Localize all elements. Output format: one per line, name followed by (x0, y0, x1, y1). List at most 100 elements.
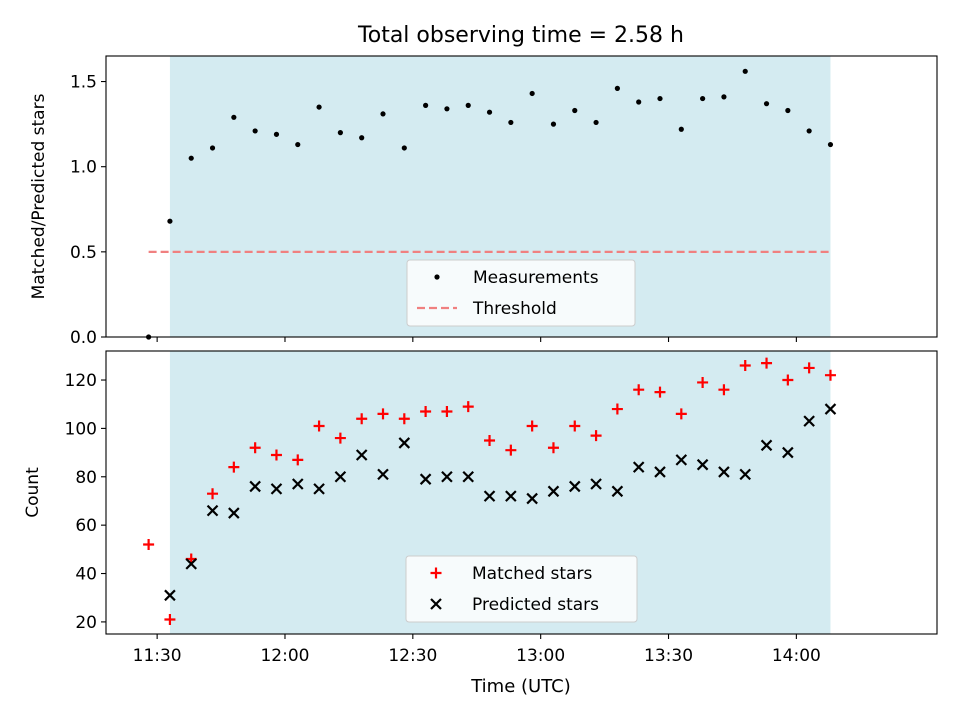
series-measurements-point (614, 85, 620, 91)
series-predicted-stars-point (696, 458, 709, 471)
series-measurements-point (486, 109, 493, 115)
series-measurements-point (508, 119, 514, 126)
series-measurements-point (401, 145, 407, 151)
series-predicted-stars-point (164, 589, 176, 602)
series-predicted-stars-point (313, 483, 325, 495)
series-predicted-stars-point (291, 478, 304, 490)
series-measurements-point (678, 126, 684, 132)
series-matched-stars-point (697, 376, 709, 388)
legend: Matched stars Predicted stars (405, 555, 638, 623)
series-matched-stars-point (633, 384, 645, 396)
series-measurements-point (593, 119, 599, 126)
series-matched-stars-point (228, 461, 240, 473)
legend-label: Predicted stars (472, 595, 599, 615)
y-axis-label: Matched/Predicted stars (29, 93, 49, 299)
series-matched-stars-point (782, 374, 794, 386)
series-predicted-stars-point (675, 454, 688, 466)
series-predicted-stars-point (547, 485, 560, 498)
series-measurements-point (763, 101, 770, 107)
legend-swatch (434, 274, 440, 280)
series-matched-stars-point (803, 362, 815, 374)
series-matched-stars-point (377, 408, 389, 420)
axes-frame (105, 55, 938, 338)
legend: Measurements Threshold (406, 259, 636, 327)
series-matched-stars-point (313, 420, 325, 432)
series-matched-stars-point (398, 413, 410, 425)
series-matched-stars-point (739, 360, 751, 372)
y-tick-label: 0.5 (70, 243, 97, 263)
series-predicted-stars-point (632, 461, 645, 473)
series-predicted-stars-point (462, 471, 475, 483)
series-matched-stars-point (526, 420, 538, 432)
chart-title: Total observing time = 2.58 h (357, 23, 684, 48)
y-tick-label: 40 (75, 565, 97, 585)
series-matched-stars-point (249, 442, 261, 454)
series-matched-stars-point (462, 401, 474, 413)
series-predicted-stars-point (590, 478, 602, 490)
series-measurements-point (827, 141, 834, 148)
series-matched-stars-point (270, 449, 282, 461)
bottom-panel: 20 40 60 80 100 120 Count 11:30 12:00 12:30 13:00 1… (23, 350, 938, 666)
series-measurements-point (209, 145, 216, 151)
legend-swatch (430, 598, 442, 610)
series-matched-stars-point (207, 488, 219, 500)
series-measurements-point (423, 102, 429, 108)
x-tick-label: 14:00 (772, 646, 821, 666)
legend-swatch (430, 567, 442, 579)
series-measurements-point (806, 128, 812, 134)
legend-label: Threshold (472, 299, 557, 319)
series-measurements-point (359, 135, 365, 141)
series-predicted-stars-point (824, 403, 837, 415)
series-predicted-stars-point (441, 471, 453, 483)
series-measurements-point (231, 114, 237, 120)
series-predicted-stars-point (739, 468, 752, 481)
series-predicted-stars-point (803, 415, 815, 427)
top-panel: 0.0 0.5 1.0 1.5 Matched/Predicted stars Measu… (29, 55, 938, 348)
series-predicted-stars-point (526, 492, 538, 505)
series-measurements-point (188, 155, 194, 161)
series-measurements-point (273, 131, 280, 137)
series-predicted-stars-point (611, 485, 624, 498)
legend-label: Measurements (473, 268, 599, 288)
series-predicted-stars-point (760, 439, 773, 452)
series-matched-stars-point (484, 434, 496, 446)
series-measurements-point (295, 141, 301, 148)
series-matched-stars-point (164, 613, 176, 625)
series-measurements-point (252, 128, 258, 134)
series-matched-stars-point (334, 432, 346, 444)
series-measurements-point (167, 218, 173, 224)
series-predicted-stars-point (782, 446, 794, 459)
series-predicted-stars-point (483, 490, 496, 502)
series-matched-stars-point (505, 444, 517, 456)
series-matched-stars-point (611, 403, 623, 415)
y-tick-label: 100 (65, 419, 97, 439)
x-tick-label: 13:30 (644, 646, 693, 666)
series-predicted-stars-point (568, 480, 581, 493)
y-tick-label: 1.0 (70, 158, 97, 178)
series-matched-stars-point (569, 420, 581, 432)
series-matched-stars-point (718, 384, 730, 396)
series-measurements-point (316, 104, 322, 110)
y-tick-label: 80 (75, 468, 97, 488)
x-tick-label: 12:30 (388, 646, 437, 666)
series-measurements-point (465, 102, 471, 108)
series-matched-stars-point (824, 369, 836, 381)
series-matched-stars-point (356, 413, 368, 425)
series-measurements-point (657, 95, 663, 102)
series-predicted-stars-point (206, 504, 219, 517)
series-matched-stars-point (654, 386, 666, 398)
series-measurements-point (529, 90, 535, 97)
x-axis-label: Time (UTC) (470, 676, 571, 697)
series-measurements-point (337, 130, 343, 136)
series-matched-stars-point (547, 442, 559, 454)
legend-box (406, 259, 636, 327)
series-measurements-point (785, 107, 791, 114)
series-predicted-stars-point (228, 507, 240, 519)
series-matched-stars-point (441, 405, 453, 417)
series-predicted-stars-point (377, 468, 389, 481)
series-predicted-stars-point (270, 483, 283, 495)
series-matched-stars-point (292, 454, 304, 466)
x-tick-label: 13:00 (516, 646, 565, 666)
series-predicted-stars-point (398, 437, 411, 449)
